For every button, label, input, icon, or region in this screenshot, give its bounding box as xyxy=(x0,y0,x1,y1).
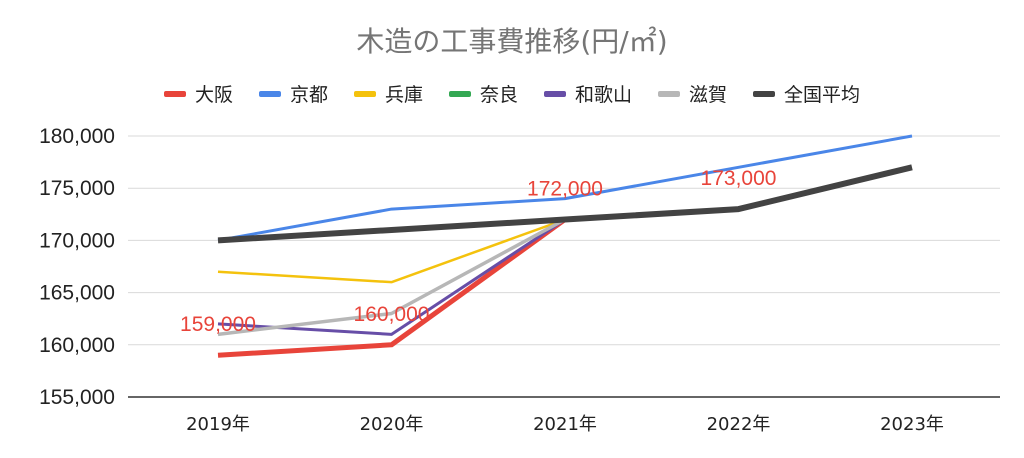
legend-label: 兵庫 xyxy=(384,84,423,106)
x-tick-label: 2019年 xyxy=(186,414,250,435)
legend-label: 滋賀 xyxy=(689,84,728,106)
legend-item: 奈良 xyxy=(448,80,518,107)
data-label: 173,000 xyxy=(701,167,777,190)
legend-item: 大阪 xyxy=(163,80,233,107)
legend-label: 和歌山 xyxy=(575,84,633,106)
y-tick-label: 160,000 xyxy=(39,334,115,357)
legend-item: 兵庫 xyxy=(353,80,423,107)
y-tick-label: 165,000 xyxy=(39,282,115,305)
legend-label: 大阪 xyxy=(194,84,233,106)
legend-label: 全国平均 xyxy=(784,84,861,106)
series-line-1 xyxy=(217,134,913,242)
legend-swatch xyxy=(448,90,471,97)
x-tick-label: 2020年 xyxy=(360,414,424,435)
legend-item: 滋賀 xyxy=(658,80,727,107)
y-tick-label: 180,000 xyxy=(39,125,115,148)
legend-item: 和歌山 xyxy=(544,80,632,107)
legend-item: 京都 xyxy=(258,80,328,107)
legend-swatch xyxy=(163,90,186,97)
series-line-2 xyxy=(217,218,566,284)
data-label: 160,000 xyxy=(354,303,430,326)
legend-item: 全国平均 xyxy=(753,80,860,107)
data-label: 172,000 xyxy=(527,178,603,201)
series-line-5 xyxy=(217,217,566,337)
legend-swatch xyxy=(658,90,681,97)
chart-legend: 大阪 京都 兵庫 奈良 和歌山 滋賀 全国平均 xyxy=(0,80,1024,107)
legend-label: 奈良 xyxy=(479,84,518,106)
legend-swatch xyxy=(258,90,281,97)
legend-swatch xyxy=(544,90,566,97)
y-tick-label: 175,000 xyxy=(39,177,115,200)
x-tick-label: 2021年 xyxy=(533,414,597,435)
data-label: 159,000 xyxy=(180,313,256,336)
series-line-6 xyxy=(217,164,913,244)
y-tick-label: 155,000 xyxy=(39,386,115,409)
legend-label: 京都 xyxy=(289,84,328,106)
x-tick-label: 2023年 xyxy=(880,414,944,435)
y-tick-label: 170,000 xyxy=(39,229,115,252)
chart-title: 木造の工事費推移(円/㎡) xyxy=(356,25,668,58)
legend-swatch xyxy=(753,90,776,97)
x-tick-label: 2022年 xyxy=(707,414,771,435)
legend-swatch xyxy=(353,90,376,97)
series-line-0 xyxy=(217,217,567,358)
